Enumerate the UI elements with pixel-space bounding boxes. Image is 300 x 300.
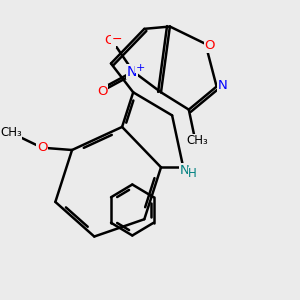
Text: N: N — [127, 64, 137, 79]
Text: N: N — [180, 164, 190, 177]
Text: CH₃: CH₃ — [186, 134, 208, 147]
Text: +: + — [136, 63, 145, 73]
Text: CH₃: CH₃ — [0, 126, 22, 139]
Text: O: O — [205, 39, 215, 52]
Text: O: O — [105, 34, 115, 47]
Text: O: O — [97, 85, 108, 98]
Text: H: H — [188, 167, 197, 180]
Text: N: N — [218, 79, 227, 92]
Text: O: O — [37, 141, 47, 154]
Text: −: − — [112, 33, 122, 46]
